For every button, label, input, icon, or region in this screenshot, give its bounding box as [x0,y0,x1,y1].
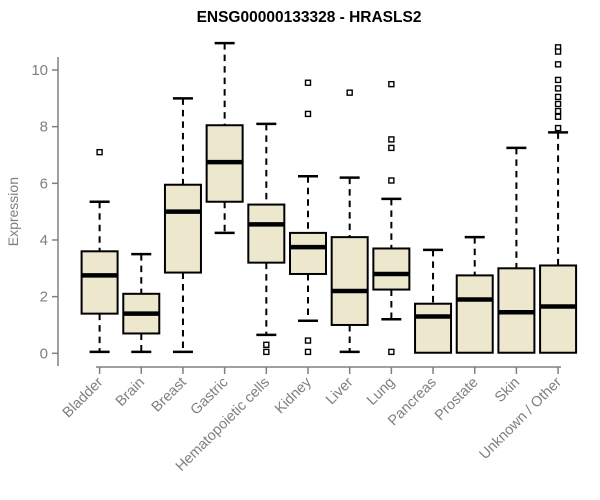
outlier-point [304,348,312,356]
box [372,247,411,291]
box [247,203,286,264]
outlier-point [263,348,270,356]
y-tick-label: 8 [40,119,48,136]
y-axis-title: Expression [5,177,21,246]
box-bladder [80,148,119,354]
outlier-point [388,80,395,88]
outlier-point [304,110,312,118]
box-hematopoietic-cells [247,122,286,356]
box-prostate [455,235,494,354]
x-tick-label: Breast [149,375,190,416]
y-tick-label: 4 [40,232,48,249]
box [80,250,119,315]
box-pancreas [414,248,453,354]
outlier-point [554,124,562,132]
box [539,264,578,354]
x-tick-label: Bladder [60,374,107,421]
y-axis: 0 2 4 6 8 10 Expression [5,57,59,366]
outlier-point [554,100,562,108]
outlier-point [346,89,353,96]
box [330,236,369,326]
x-tick-label: Lung [364,375,398,409]
outlier-point [554,61,562,68]
outlier-point [388,144,395,152]
x-tick-label: Liver [323,374,357,408]
outlier-point [554,48,562,55]
y-tick-label: 6 [40,175,48,192]
x-tick-label: Brain [113,375,148,410]
outlier-point [388,177,395,184]
outlier-point [388,348,395,356]
box [163,183,202,274]
y-tick-label: 10 [31,62,48,79]
outlier-point [554,107,562,115]
box-liver [330,89,369,354]
box-unknown-other [539,44,578,354]
box [455,274,494,354]
box-lung [372,80,411,356]
outlier-point [554,93,562,101]
outlier-point [96,148,103,156]
outlier-point [304,337,312,344]
x-tick-label: Skin [492,375,523,406]
box [289,231,327,275]
outlier-point [263,341,270,349]
outlier-point [304,79,312,86]
outlier-point [388,136,395,143]
x-tick-label: Kidney [272,374,315,417]
x-tick-label: Prostate [432,375,481,424]
outlier-point [554,113,562,120]
y-tick-label: 0 [40,345,48,362]
box-gastric [205,41,244,235]
box-breast [163,97,202,354]
outlier-point [554,76,562,84]
box-kidney [289,79,327,356]
box-brain [122,252,161,354]
box-skin [497,146,536,354]
outlier-point [554,85,562,92]
box [414,302,453,354]
chart-title: ENSG00000133328 - HRASLS2 [196,9,422,26]
y-tick-label: 2 [40,289,48,306]
